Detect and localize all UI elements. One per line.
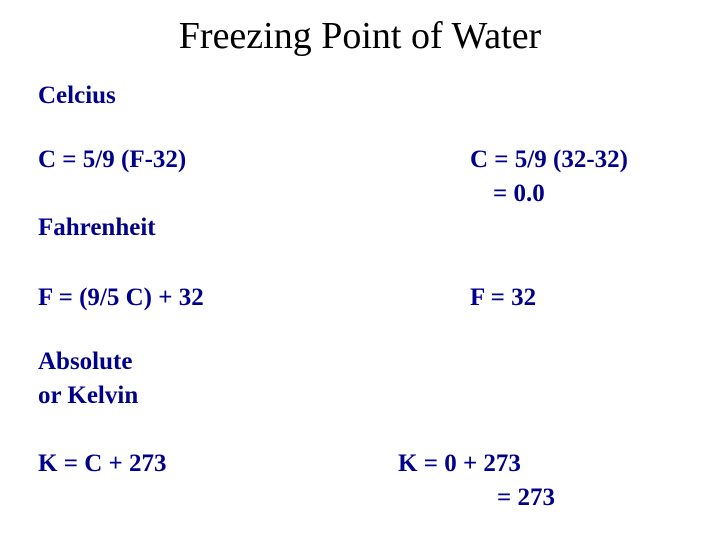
formula: K = C + 273 [38, 450, 167, 477]
heading: Celcius [38, 82, 116, 109]
result: = 273 [497, 484, 555, 511]
heading: Absolute [38, 348, 133, 375]
result: = 0.0 [493, 180, 545, 207]
formula: C = 5/9 (F-32) [38, 146, 187, 173]
title: Freezing Point of Water [178, 15, 542, 57]
formula: F = (9/5 C) + 32 [38, 284, 204, 311]
result: F = 32 [470, 284, 537, 311]
result: K = 0 + 273 [398, 450, 521, 477]
result: C = 5/9 (32-32) [470, 146, 628, 173]
heading: Fahrenheit [38, 214, 156, 241]
heading: or Kelvin [38, 382, 139, 409]
